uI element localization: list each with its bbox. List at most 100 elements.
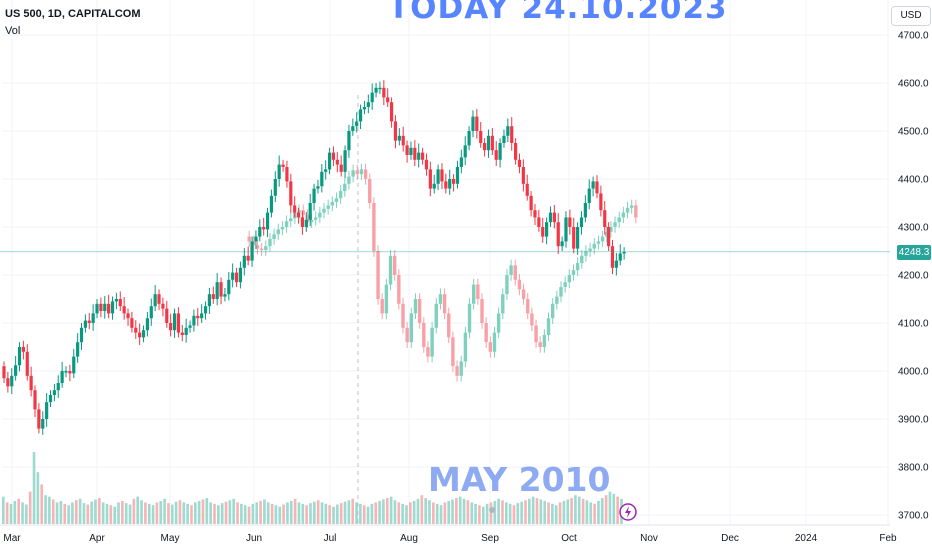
lightning-icon[interactable] <box>619 503 637 521</box>
overlay-candle <box>550 303 555 319</box>
candle-body <box>126 313 130 319</box>
volume-indicator-label[interactable]: Vol <box>5 25 21 37</box>
volume-bar <box>220 503 224 524</box>
volume-bar <box>543 500 547 524</box>
candle-body <box>591 181 595 189</box>
overlay-candle <box>430 327 434 357</box>
overlay-candle <box>347 176 351 184</box>
price-tick-label: 4100.0 <box>898 319 929 330</box>
candle-body <box>366 102 370 107</box>
candle-body <box>21 347 25 352</box>
price-tick-label: 4500.0 <box>898 127 929 138</box>
candle-body <box>432 183 436 189</box>
candle-body <box>6 378 10 387</box>
overlay-candle <box>426 347 430 357</box>
candle-body <box>157 294 161 304</box>
overlay-candle <box>442 294 447 314</box>
volume-bar <box>359 503 362 524</box>
candle-body <box>184 327 188 335</box>
candle-body <box>417 152 421 160</box>
candle-body <box>29 375 33 391</box>
volume-bar <box>9 503 13 524</box>
candle-body <box>386 97 390 103</box>
candle-body <box>289 181 293 206</box>
volume-bar <box>251 503 255 524</box>
volume-bar <box>128 504 132 524</box>
candle-body <box>587 188 591 203</box>
overlay-candle <box>384 284 389 314</box>
candle-body <box>300 217 305 227</box>
time-tick-label: Jun <box>246 533 262 544</box>
volume-bar <box>32 452 36 524</box>
volume-bar <box>105 503 109 524</box>
volume-bar <box>324 503 328 524</box>
overlay-candle <box>372 203 376 251</box>
price-tick-label: 4300.0 <box>898 223 929 234</box>
volume-bar <box>263 499 266 524</box>
candle-body <box>529 195 533 211</box>
price-axis[interactable]: 3700.0 3800.0 3900.0 4000.0 4100.0 4200.0 4300… <box>898 31 929 522</box>
volume-bar <box>163 498 166 524</box>
candle-body <box>25 351 29 376</box>
volume-bar <box>109 505 113 524</box>
candle-body <box>207 294 212 307</box>
overlay-candle <box>559 287 563 297</box>
event-marker-icon[interactable] <box>489 507 495 513</box>
candle-body <box>424 159 429 170</box>
volume-bar <box>97 498 101 524</box>
overlay-candle <box>392 255 397 275</box>
candle-body <box>494 150 498 160</box>
candle-body <box>397 135 401 141</box>
candle-body <box>103 303 107 311</box>
overlay-candle <box>289 218 293 222</box>
volume-bar <box>71 502 74 524</box>
overlay-candle <box>563 282 567 287</box>
overlay-candle <box>530 313 534 326</box>
price-tick-label: 3900.0 <box>898 415 929 426</box>
volume-bar <box>597 500 600 524</box>
price-tick-label: 4700.0 <box>898 31 929 42</box>
candle-body <box>498 143 502 160</box>
volume-bar <box>247 506 251 524</box>
volume-bar <box>581 498 585 524</box>
overlay-2010-candles <box>247 163 638 382</box>
volume-bar <box>170 504 174 524</box>
candle-body <box>145 318 150 331</box>
overlay-candle <box>592 243 596 249</box>
volume-bar <box>305 505 308 524</box>
candle-body <box>331 152 336 160</box>
candle-body <box>165 308 169 323</box>
volume-bar <box>309 503 312 524</box>
candle-body <box>463 145 467 158</box>
overlay-candle <box>334 198 339 203</box>
volume-bar <box>282 504 285 524</box>
volume-bar <box>355 502 358 524</box>
time-axis[interactable]: Mar Apr May Jun Jul Aug Sep Oct Nov Dec 2024 Feb <box>3 533 897 544</box>
candle-body <box>107 303 111 314</box>
volume-bar <box>351 498 355 524</box>
candle-body <box>351 126 355 131</box>
candle-body <box>583 203 587 218</box>
candle-body <box>455 167 460 184</box>
volume-bar <box>255 502 259 524</box>
candle-body <box>227 279 231 295</box>
volume-bar <box>382 499 385 524</box>
candle-body <box>2 366 6 379</box>
candle-body <box>250 241 254 261</box>
candle-body <box>614 260 618 268</box>
today-annotation: TODAY 24.10.2023 <box>388 0 728 26</box>
price-tick-label: 3700.0 <box>898 511 929 522</box>
overlay-candle <box>526 299 530 314</box>
volume-bar <box>278 506 282 524</box>
volume-bar <box>44 495 47 524</box>
volume-bar <box>366 506 370 524</box>
candle-body <box>308 203 312 220</box>
overlay-candle <box>451 337 455 367</box>
volume-bar <box>389 496 393 524</box>
symbol-title[interactable]: US 500, 1D, CAPITALCOM <box>5 8 141 20</box>
currency-button[interactable]: USD <box>891 6 931 26</box>
overlay-candle <box>476 284 480 299</box>
volume-bar <box>485 503 489 524</box>
candle-body <box>231 272 235 280</box>
